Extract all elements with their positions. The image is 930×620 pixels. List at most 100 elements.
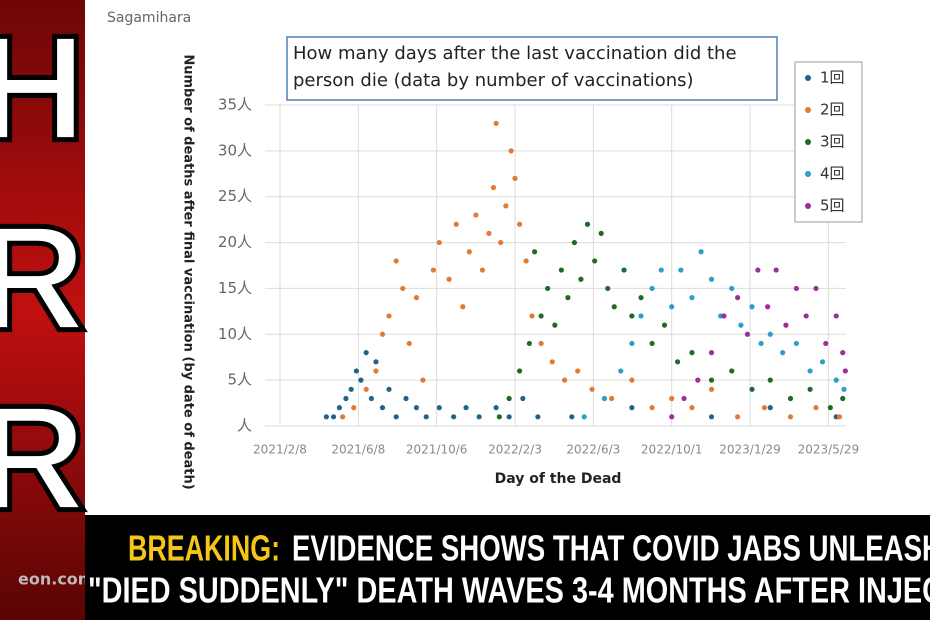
data-point [336, 405, 343, 411]
data-point [330, 414, 337, 420]
data-point [601, 395, 608, 402]
data-point [575, 368, 581, 374]
data-point [638, 313, 644, 319]
data-point [840, 350, 846, 356]
data-point [463, 405, 469, 411]
data-point [506, 414, 512, 420]
data-point [708, 414, 715, 420]
data-point [552, 322, 558, 328]
data-point [343, 395, 349, 402]
data-point [460, 304, 466, 310]
data-point [783, 322, 789, 328]
headline-tag: BREAKING: [128, 528, 280, 569]
title-holder: How many days after the last vaccination… [293, 43, 737, 91]
data-point [413, 405, 420, 411]
data-point [535, 414, 541, 420]
data-point [609, 395, 615, 402]
legend-label: 4回 [820, 165, 845, 183]
data-point [611, 304, 617, 310]
data-point [803, 313, 809, 319]
data-point [678, 267, 684, 273]
data-point [758, 340, 764, 347]
data-point [721, 313, 727, 319]
data-point [793, 340, 799, 347]
data-point [765, 304, 771, 310]
data-point [386, 313, 392, 319]
legend-items: 1回 2回 3回 4回 5回 [805, 69, 845, 215]
data-point [780, 350, 786, 356]
data-point [373, 368, 379, 374]
data-point [629, 340, 635, 347]
data-point [529, 313, 535, 319]
data-point [323, 414, 329, 420]
data-point [823, 340, 829, 347]
data-point [842, 368, 848, 374]
data-point [393, 258, 399, 264]
data-point [363, 386, 369, 392]
data-point [340, 414, 346, 420]
data-point [807, 368, 813, 374]
data-point [827, 405, 833, 411]
data-point [589, 386, 595, 392]
data-point [738, 322, 744, 328]
data-point [393, 414, 399, 420]
x-tick-label: 2022/10/1 [641, 443, 703, 457]
data-point [569, 414, 575, 420]
data-point [621, 267, 627, 273]
data-point [493, 120, 499, 126]
data-point [840, 395, 846, 402]
data-point [473, 212, 479, 218]
legend-label: 2回 [820, 101, 845, 119]
data-point [430, 267, 437, 273]
data-point [523, 258, 529, 264]
legend-label: 5回 [820, 197, 845, 215]
data-point [562, 377, 568, 383]
data-point [368, 395, 374, 402]
plot: 人 5人 10人 15人 20人 25人 30人 35人 2021/2/8 2021/6/8 202… [218, 96, 859, 457]
legend-label: 3回 [820, 133, 845, 151]
data-point [649, 340, 655, 347]
data-point [735, 414, 741, 420]
data-point [565, 295, 571, 301]
data-point [605, 285, 611, 292]
site-name: eon.com [18, 570, 94, 589]
data-point [403, 395, 409, 402]
data-point [833, 313, 839, 319]
data-point [373, 359, 379, 365]
y-tick-label: 20人 [218, 233, 252, 251]
legend-marker [805, 75, 811, 81]
x-tick-label: 2022/6/3 [566, 443, 620, 457]
data-point [493, 405, 499, 411]
x-tick-label: 2023/5/29 [798, 443, 860, 457]
data-point [379, 405, 386, 411]
data-point [516, 221, 523, 227]
data-point [581, 414, 587, 420]
data-point [446, 276, 452, 282]
data-point [496, 414, 502, 420]
data-point [451, 414, 457, 420]
data-point [649, 285, 655, 292]
data-point [744, 331, 751, 337]
data-point [413, 295, 420, 301]
data-point [669, 414, 675, 420]
data-point [598, 230, 604, 236]
data-point [807, 386, 813, 392]
data-point [658, 267, 664, 273]
x-tick-label: 2021/6/8 [331, 443, 385, 457]
data-point [508, 148, 514, 154]
data-point [353, 368, 359, 374]
data-point [486, 230, 492, 236]
data-point [423, 414, 429, 420]
data-point [708, 350, 715, 356]
data-point [836, 414, 843, 420]
data-point [813, 405, 819, 411]
legend-label: 1回 [820, 69, 845, 87]
data-point [689, 350, 695, 356]
headline-line: "DIED SUDDENLY" DEATH WAVES 3-4 MONTHS A… [88, 570, 930, 611]
data-point [351, 405, 357, 411]
data-point [749, 386, 755, 392]
x-tick-label: 2022/2/3 [488, 443, 542, 457]
data-point [729, 368, 735, 374]
data-point [503, 203, 509, 209]
data-point [793, 285, 799, 292]
